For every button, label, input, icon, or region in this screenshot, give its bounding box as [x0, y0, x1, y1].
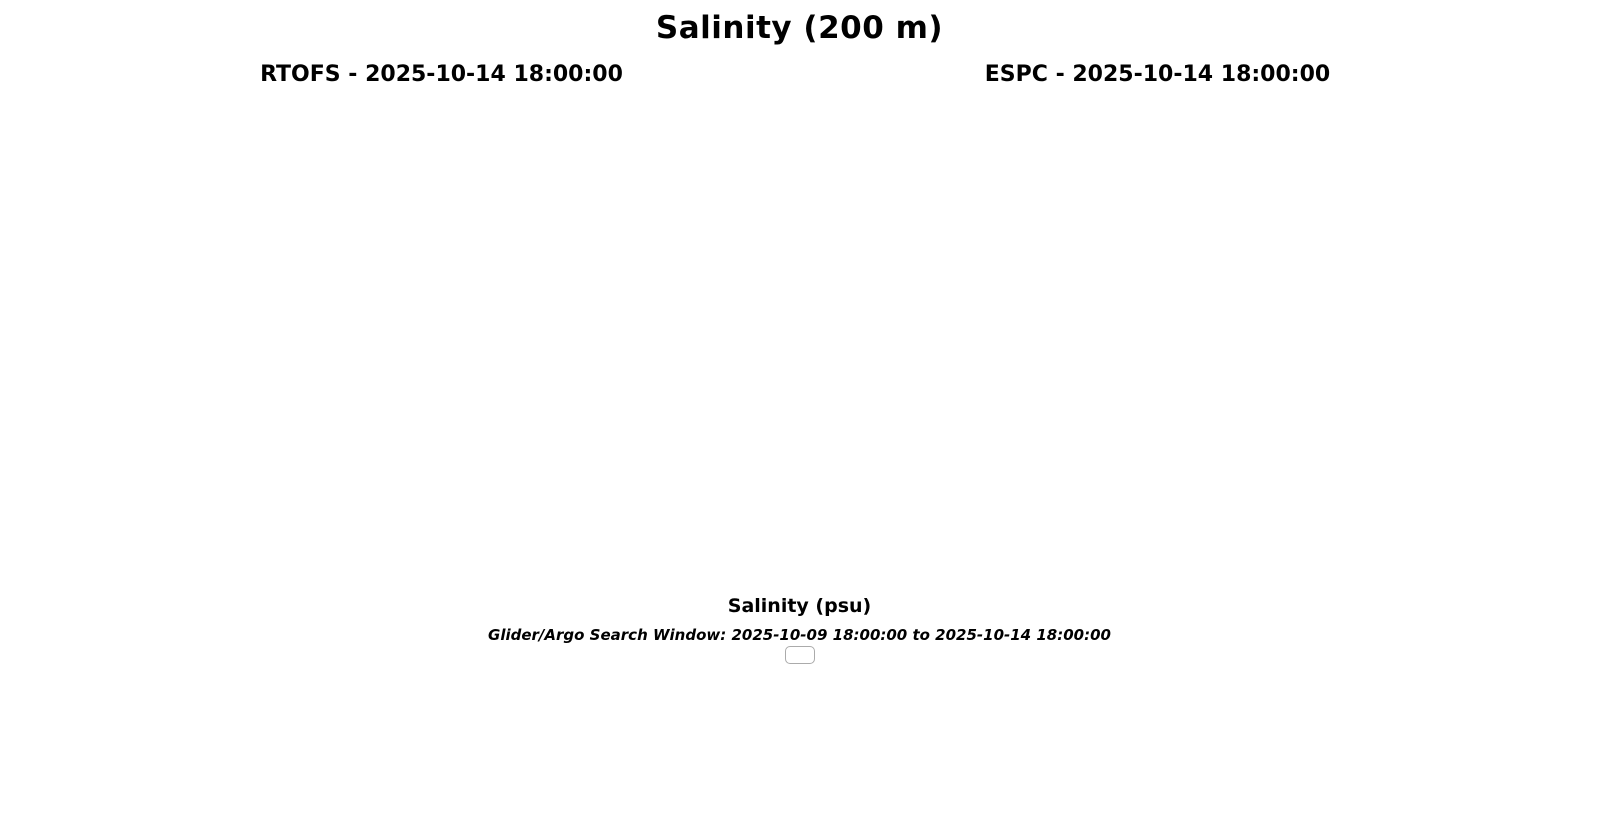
colorbar-label: Salinity (psu) — [727, 595, 872, 617]
figure-title: Salinity (200 m) — [655, 10, 944, 46]
panel-title-espc: ESPC - 2025-10-14 18:00:00 — [984, 62, 1331, 87]
search-window-caption: Glider/Argo Search Window: 2025-10-09 18… — [488, 626, 1111, 644]
colorbar-svg — [135, 535, 1465, 597]
legend-box — [784, 646, 815, 664]
panel-espc: ESPC - 2025-10-14 18:00:00 — [815, 62, 1501, 487]
panel-title-rtofs: RTOFS - 2025-10-14 18:00:00 — [260, 62, 623, 87]
rtofs-map — [99, 93, 785, 487]
espc-map — [815, 93, 1501, 487]
figure-root: { "header": { "title": "Salinity (200 m)… — [0, 10, 1599, 839]
map-panels: RTOFS - 2025-10-14 18:00:00 ESPC - 2025-… — [0, 62, 1599, 487]
colorbar — [0, 535, 1599, 597]
panel-rtofs: RTOFS - 2025-10-14 18:00:00 — [99, 62, 785, 487]
